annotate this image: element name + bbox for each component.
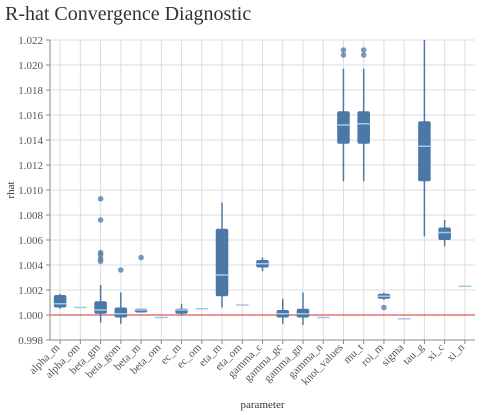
outlier-knot_values <box>340 52 347 58</box>
x-tick-label: xi_c <box>425 342 447 364</box>
x-tick-label: sigma <box>379 342 406 369</box>
outlier-beta_gm <box>97 217 104 223</box>
y-tick-label: 1.006 <box>18 235 43 247</box>
y-tick-label: 0.998 <box>18 335 43 347</box>
outlier-beta_m <box>138 254 144 261</box>
box-beta_gm <box>94 301 107 314</box>
box-xi_c <box>438 227 451 240</box>
label-layer: 0.998 1.000 1.002 1.004 1.006 1.008 1.010 1.012… <box>18 35 467 388</box>
box-mu_t <box>357 111 370 144</box>
box-alpha_m <box>53 295 67 308</box>
y-tick-label: 1.016 <box>18 110 43 122</box>
x-axis-label: parameter <box>241 399 285 411</box>
chart-title: R-hat Convergence Diagnostic <box>5 3 251 25</box>
y-tick-label: 1.014 <box>18 135 43 147</box>
outlier-knot_values <box>340 47 347 53</box>
box-tau_g <box>418 121 431 182</box>
outlier-mu_t <box>360 52 367 58</box>
y-tick-label: 1.002 <box>18 285 43 297</box>
y-tick-label: 1.004 <box>18 260 43 272</box>
y-tick-label: 1.018 <box>18 85 43 97</box>
outlier-beta_gm <box>97 258 104 265</box>
outlier-roi_m <box>381 304 387 311</box>
box-beta_gom <box>114 307 128 318</box>
y-tick-label: 1.020 <box>18 60 43 72</box>
box-knot_values <box>337 111 350 144</box>
outlier-mu_t <box>360 47 367 53</box>
box-layer <box>53 40 472 325</box>
y-tick-label: 1.012 <box>18 160 43 172</box>
axis-layer <box>46 39 475 344</box>
y-axis-label: rhat <box>5 181 17 198</box>
outlier-beta_gm <box>97 195 104 202</box>
y-tick-label: 1.008 <box>18 210 43 222</box>
x-tick-label: xi_n <box>445 341 468 364</box>
grid-layer <box>50 39 475 341</box>
y-tick-label: 1.010 <box>18 185 43 197</box>
x-tick-label: tau_g <box>401 341 427 367</box>
outlier-beta_gom <box>118 267 124 273</box>
box-eta_m <box>215 228 229 297</box>
y-tick-label: 1.022 <box>18 35 43 47</box>
y-tick-label: 1.000 <box>18 310 43 322</box>
